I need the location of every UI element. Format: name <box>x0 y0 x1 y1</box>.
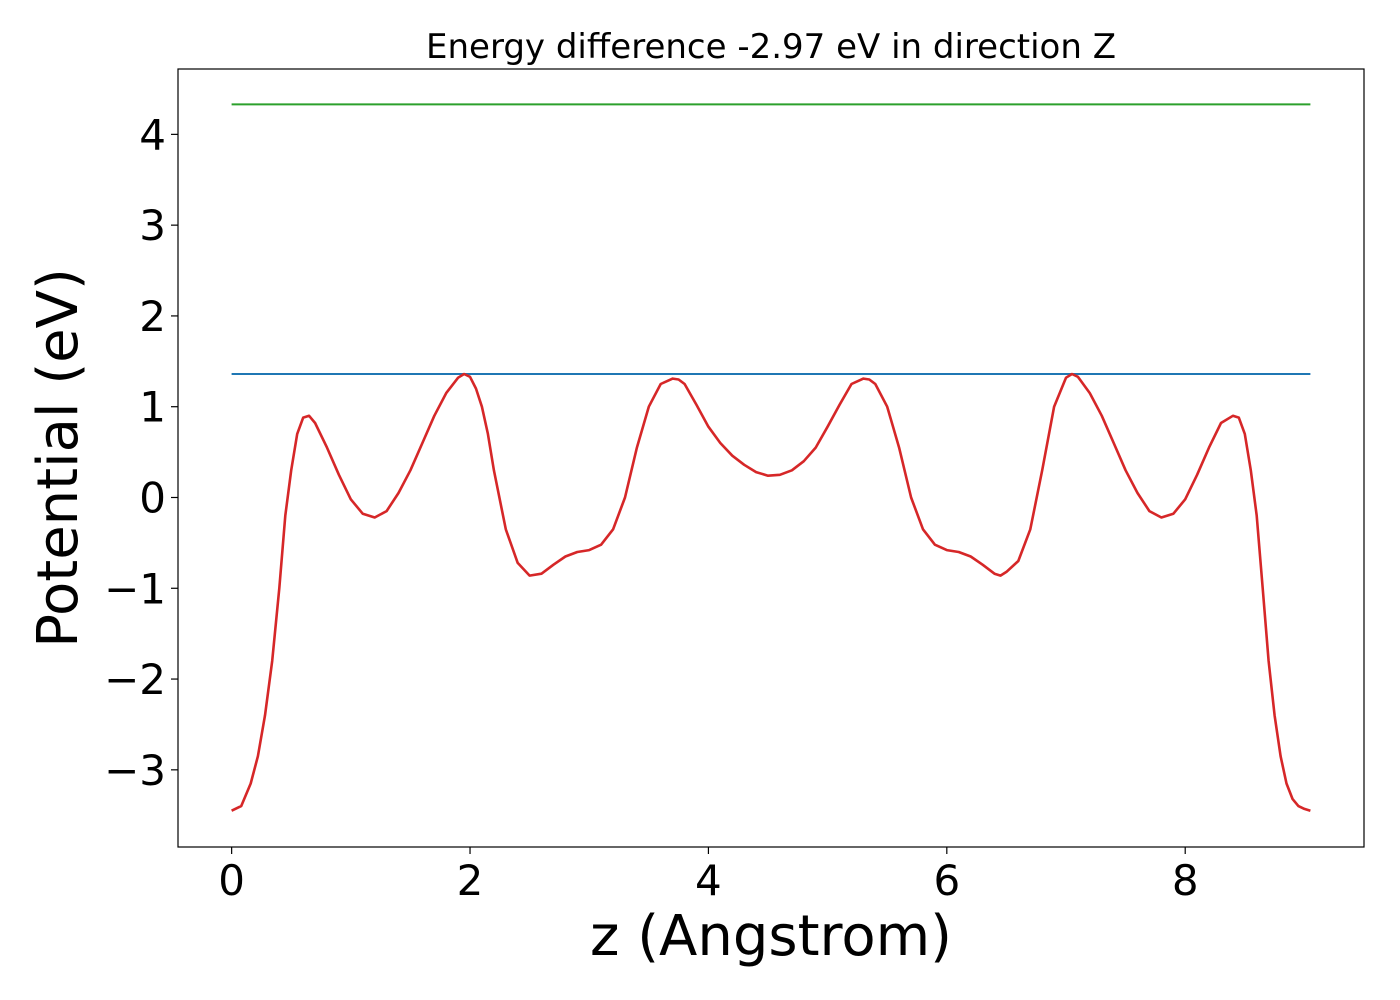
y-tick-label: −2 <box>104 655 166 704</box>
y-axis-ticks: −3 −2 −1 0 1 2 3 4 <box>104 110 178 795</box>
x-tick-label: 6 <box>933 856 960 905</box>
x-tick-label: 2 <box>457 856 484 905</box>
series-layer <box>231 103 1311 812</box>
x-tick-label: 8 <box>1172 856 1199 905</box>
series-line-2 <box>231 372 1311 812</box>
y-tick-label: 2 <box>139 292 166 341</box>
y-tick-label: 0 <box>139 473 166 522</box>
y-tick-label: −1 <box>104 564 166 613</box>
y-tick-label: −3 <box>104 746 166 795</box>
plot-frame <box>177 68 1365 848</box>
y-tick-label: 3 <box>139 201 166 250</box>
x-axis-label: z (Angstrom) <box>590 904 952 969</box>
x-tick-label: 0 <box>218 856 245 905</box>
y-tick-label: 4 <box>139 110 166 159</box>
x-axis-ticks: 0 2 4 6 8 <box>218 847 1199 905</box>
y-tick-label: 1 <box>139 383 166 432</box>
y-axis-label: Potential (eV) <box>26 268 91 648</box>
x-tick-label: 4 <box>695 856 722 905</box>
chart-title: Energy difference -2.97 eV in direction … <box>426 27 1116 67</box>
